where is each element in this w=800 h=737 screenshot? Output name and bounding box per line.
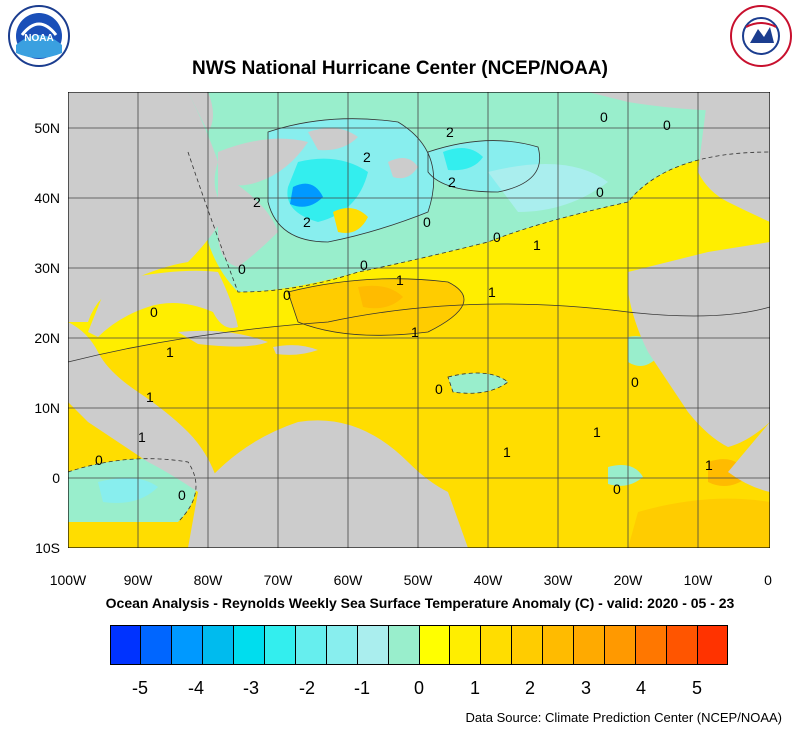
lon-tick-label: 80W: [193, 572, 223, 588]
colorbar-cell: [388, 625, 420, 665]
colorbar-cell: [140, 625, 172, 665]
lat-tick-label: 30N: [34, 260, 60, 276]
contour-label: 1: [166, 344, 174, 360]
lat-tick-label: 10S: [35, 540, 60, 556]
colorbar-cell: [512, 625, 544, 665]
colorbar-cell: [264, 625, 296, 665]
contour-label: 1: [593, 424, 601, 440]
contour-label: 0: [631, 374, 639, 390]
lat-tick-label: 20N: [34, 330, 60, 346]
contour-label: 0: [663, 117, 671, 133]
lon-tick-label: 30W: [543, 572, 573, 588]
contour-label: 0: [283, 287, 291, 303]
contour-label: 2: [363, 149, 371, 165]
contour-label: 0: [150, 304, 158, 320]
colorbar-label: -5: [131, 678, 148, 698]
lat-tick-label: 0: [52, 470, 60, 486]
colorbar-cell: [357, 625, 389, 665]
sst-anomaly-map: 0 0 2 2 2 2 2 0 0 0 0 0 0 0 1 1 1 1 1 1 …: [68, 92, 770, 548]
lon-tick-label: 50W: [403, 572, 433, 588]
contour-label: 2: [448, 174, 456, 190]
colorbar-cell: [636, 625, 668, 665]
contour-label: 1: [705, 457, 713, 473]
nws-logo: [730, 5, 792, 67]
contour-label: 0: [178, 487, 186, 503]
contour-label: 0: [435, 381, 443, 397]
contour-label: 1: [503, 444, 511, 460]
colorbar-cell: [110, 625, 141, 665]
colorbar-cell: [698, 625, 729, 665]
colorbar-label: -3: [242, 678, 259, 698]
contour-label: 2: [446, 124, 454, 140]
colorbar-label: 1: [469, 678, 480, 698]
data-source: Data Source: Climate Prediction Center (…: [465, 710, 782, 725]
colorbar-cell: [450, 625, 482, 665]
contour-label: 1: [488, 284, 496, 300]
colorbar: [110, 625, 729, 665]
noaa-logo: NOAA: [8, 5, 70, 67]
colorbar-cell: [574, 625, 606, 665]
contour-label: 1: [146, 389, 154, 405]
colorbar-label: -2: [298, 678, 315, 698]
colorbar-label: 0: [413, 678, 424, 698]
contour-label: 0: [95, 452, 103, 468]
lon-tick-label: 70W: [263, 572, 293, 588]
contour-label: 0: [613, 481, 621, 497]
lon-tick-label: 100W: [49, 572, 87, 588]
colorbar-label: 5: [691, 678, 702, 698]
contour-label: 0: [493, 229, 501, 245]
contour-label: 2: [253, 194, 261, 210]
colorbar-label: -4: [187, 678, 204, 698]
colorbar-label: 2: [524, 678, 535, 698]
contour-label: 0: [423, 214, 431, 230]
colorbar-cell: [326, 625, 358, 665]
contour-label: 0: [360, 257, 368, 273]
colorbar-cell: [295, 625, 327, 665]
colorbar-cell: [233, 625, 265, 665]
lat-tick-label: 40N: [34, 190, 60, 206]
page-title: NWS National Hurricane Center (NCEP/NOAA…: [192, 58, 608, 79]
contour-label: 1: [533, 237, 541, 253]
contour-label: 0: [600, 109, 608, 125]
colorbar-cell: [171, 625, 203, 665]
lon-tick-label: 20W: [613, 572, 643, 588]
colorbar-cell: [605, 625, 637, 665]
lon-tick-label: 0: [764, 572, 772, 588]
contour-label: 1: [411, 324, 419, 340]
lat-tick-label: 50N: [34, 120, 60, 136]
map-subtitle: Ocean Analysis - Reynolds Weekly Sea Sur…: [105, 595, 735, 611]
colorbar-label: -1: [353, 678, 370, 698]
contour-label: 1: [396, 272, 404, 288]
contour-label: 2: [303, 214, 311, 230]
lon-tick-label: 10W: [683, 572, 713, 588]
lon-tick-label: 90W: [123, 572, 153, 588]
contour-label: 1: [138, 429, 146, 445]
colorbar-cell: [543, 625, 575, 665]
contour-label: 0: [238, 261, 246, 277]
map-canvas: 0 0 2 2 2 2 2 0 0 0 0 0 0 0 1 1 1 1 1 1 …: [68, 92, 770, 548]
lon-tick-label: 60W: [333, 572, 363, 588]
contour-label: 0: [596, 184, 604, 200]
colorbar-label: 4: [635, 678, 646, 698]
colorbar-cell: [419, 625, 451, 665]
lat-tick-label: 10N: [34, 400, 60, 416]
colorbar-cell: [202, 625, 234, 665]
colorbar-cell: [481, 625, 513, 665]
noaa-logo-text: NOAA: [24, 33, 53, 44]
lon-tick-label: 40W: [473, 572, 503, 588]
colorbar-cell: [667, 625, 699, 665]
colorbar-label: 3: [580, 678, 591, 698]
